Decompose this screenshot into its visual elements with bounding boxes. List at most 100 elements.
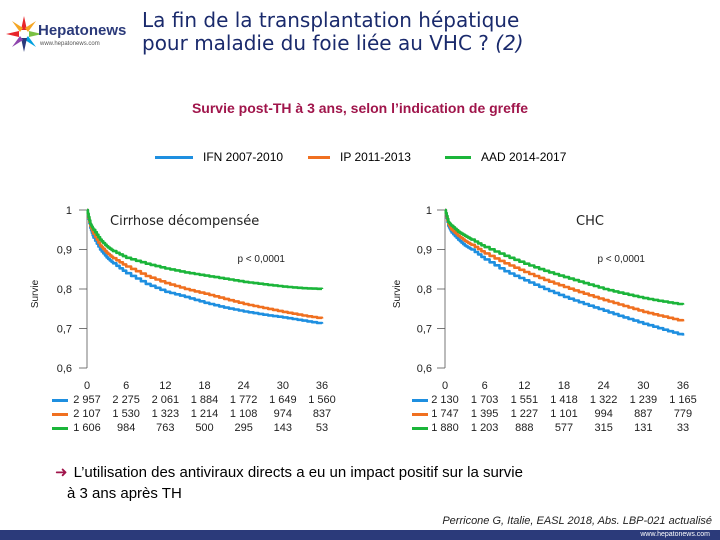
footer-bar [0, 530, 720, 540]
x-tick-label: 12 [159, 380, 172, 392]
x-tick-label: 36 [315, 380, 329, 392]
at-risk-cell: 887 [634, 408, 653, 420]
y-tick-label: 1 [426, 205, 432, 217]
y-tick-label: 0,6 [417, 363, 432, 375]
at-risk-cell: 577 [554, 422, 574, 434]
series-line-2 [444, 208, 685, 306]
legend-swatch-aad [445, 155, 471, 159]
legend-item-ifn: IFN 2007-2010 [155, 150, 283, 164]
slide-title: La fin de la transplantation hépatique p… [142, 9, 524, 55]
y-axis-label: Survie [392, 279, 403, 308]
at-risk-cell: 1 884 [190, 394, 219, 406]
at-risk-cell: 888 [515, 422, 534, 434]
at-risk-row-swatch [412, 413, 428, 416]
at-risk-cell: 53 [315, 422, 329, 434]
at-risk-cell: 984 [116, 422, 136, 434]
at-risk-row-swatch [52, 399, 68, 402]
y-tick-label: 0,8 [57, 284, 72, 296]
x-tick-label: 6 [481, 380, 488, 392]
legend-item-ip: IP 2011-2013 [308, 150, 411, 164]
x-tick-label: 12 [518, 380, 531, 392]
x-tick-label: 30 [637, 380, 650, 392]
y-axis-label: Survie [30, 279, 41, 308]
at-risk-cell: 779 [673, 408, 693, 420]
y-tick-label: 0,9 [417, 245, 432, 257]
title-suffix: (2) [495, 31, 524, 55]
at-risk-cell: 837 [312, 408, 332, 420]
at-risk-row-swatch [412, 399, 428, 402]
at-risk-cell: 2 275 [112, 394, 140, 406]
at-risk-cell: 974 [273, 408, 292, 420]
x-tick-label: 0 [83, 380, 91, 392]
logo-text: Hepatonews [38, 22, 127, 39]
at-risk-cell: 1 203 [470, 422, 499, 434]
conclusion: ➜ L’utilisation des antiviraux directs a … [55, 462, 715, 504]
hepatonews-logo: Hepatonews www.hepatonews.com [4, 12, 134, 56]
at-risk-cell: 1 165 [669, 394, 697, 406]
at-risk-cell: 1 322 [589, 394, 618, 406]
y-tick-label: 0,7 [57, 324, 72, 336]
at-risk-cell: 1 551 [510, 394, 539, 406]
conclusion-line-2: à 3 ans après TH [67, 485, 182, 502]
at-risk-cell: 1 772 [229, 394, 258, 406]
x-tick-label: 6 [123, 380, 130, 392]
at-risk-cell: 1 323 [151, 408, 180, 420]
at-risk-cell: 295 [234, 422, 253, 434]
legend-label-ifn: IFN 2007-2010 [203, 150, 284, 164]
at-risk-cell: 994 [594, 408, 613, 420]
at-risk-cell: 1 530 [112, 408, 140, 420]
x-tick-label: 18 [557, 380, 571, 392]
at-risk-cell: 33 [676, 422, 690, 434]
at-risk-cell: 1 560 [308, 394, 336, 406]
at-risk-cell: 2 130 [431, 394, 459, 406]
reference-citation: Perricone G, Italie, EASL 2018, Abs. LBP… [442, 515, 712, 527]
logo-mark-icon [6, 16, 42, 52]
logo-url: www.hepatonews.com [40, 41, 100, 47]
legend-label-aad: AAD 2014-2017 [481, 150, 567, 164]
x-tick-label: 24 [237, 380, 250, 392]
at-risk-cell: 763 [156, 422, 175, 434]
title-line-2-text: pour maladie du foie liée au VHC ? [142, 31, 489, 55]
series-line-0 [444, 208, 685, 336]
legend-swatch-ip [308, 155, 330, 159]
legend-swatch-ifn [155, 155, 193, 159]
legend-item-aad: AAD 2014-2017 [445, 150, 566, 164]
survival-charts: 1 0,9 0,8 0,7 0,6 Survie Cirrhose décompensée p… [30, 205, 685, 375]
x-tick-label: 36 [676, 380, 690, 392]
x-tick-label: 0 [441, 380, 449, 392]
at-risk-cell: 2 061 [151, 394, 180, 406]
at-risk-cell: 131 [634, 422, 653, 434]
at-risk-row-swatch [412, 427, 428, 430]
at-risk-cell: 1 880 [431, 422, 459, 434]
p-value-annotation: p < 0,0001 [237, 254, 285, 265]
x-tick-label: 24 [597, 380, 610, 392]
chart-title: CHC [576, 214, 604, 229]
at-risk-cell: 2 107 [73, 408, 101, 420]
at-risk-cell: 2 957 [73, 394, 101, 406]
at-risk-cell: 1 214 [190, 408, 219, 420]
x-tick-label: 30 [276, 380, 289, 392]
at-risk-cell: 1 108 [229, 408, 258, 420]
title-line-1: La fin de la transplantation hépatique [142, 8, 520, 32]
arrow-right-icon: ➜ [55, 464, 68, 481]
chart-cirrhose: 1 0,9 0,8 0,7 0,6 Survie Cirrhose décompensée p… [30, 205, 324, 375]
at-risk-cell: 1 418 [550, 394, 578, 406]
x-tick-label: 18 [198, 380, 211, 392]
at-risk-row-swatch [52, 427, 68, 430]
chart-chc: 1 0,9 0,8 0,7 0,6 Survie CHC p < 0,0001 [392, 205, 685, 375]
at-risk-cell: 500 [195, 422, 214, 434]
chart-subtitle: Survie post-TH à 3 ans, selon l’indicati… [191, 100, 529, 116]
p-value-annotation: p < 0,0001 [597, 254, 645, 265]
at-risk-cell: 1 227 [510, 408, 539, 420]
at-risk-cell: 1 606 [73, 422, 101, 434]
series-line-0 [86, 208, 324, 325]
footer-url: www.hepatonews.com [640, 531, 710, 538]
y-tick-label: 0,7 [417, 324, 432, 336]
series-line-2 [86, 208, 324, 291]
y-tick-label: 1 [66, 205, 72, 217]
chart-title: Cirrhose décompensée [110, 214, 259, 229]
legend-label-ip: IP 2011-2013 [340, 150, 411, 164]
at-risk-cell: 1 101 [550, 408, 578, 420]
y-tick-label: 0,6 [57, 363, 72, 375]
at-risk-cell: 1 649 [269, 394, 297, 406]
